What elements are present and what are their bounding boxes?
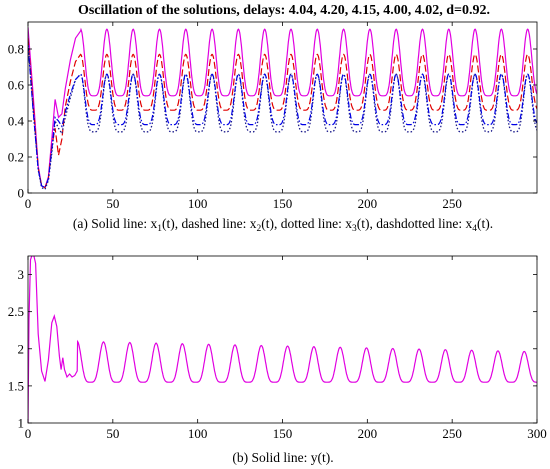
x-tick-label: 150 <box>273 426 293 441</box>
x-tick-label: 100 <box>188 196 208 211</box>
x-tick-label: 150 <box>273 196 293 211</box>
y-tick-label: 2 <box>18 341 25 356</box>
series-yt-line <box>28 256 537 423</box>
series-x4t-line <box>28 45 537 189</box>
panel-b-plot-area <box>28 256 537 423</box>
x-tick-label: 50 <box>106 426 119 441</box>
y-tick-label: 0.8 <box>8 42 24 57</box>
x-tick-label: 250 <box>442 426 462 441</box>
x-tick-label: 200 <box>358 196 378 211</box>
x-tick-label: 50 <box>106 196 119 211</box>
x-tick-label: 100 <box>188 426 208 441</box>
panel-b: 0 50 100 150 200 250 300 1 1.5 2 2.5 3 (b) Solid l… <box>8 255 547 465</box>
panel-a-axes-box <box>27 21 538 194</box>
y-tick-label: 1.5 <box>8 378 24 393</box>
panel-a-plot-area <box>28 27 537 191</box>
panel-a-caption: (a) Solid line: x1(t), dashed line: x2(t… <box>73 216 493 234</box>
y-tick-label: 3 <box>18 267 25 282</box>
panel-a-x-ticks: 0 50 100 150 200 250 <box>25 22 462 211</box>
y-tick-label: 2.5 <box>8 304 24 319</box>
chart-title: Oscillation of the solutions, delays: 4.… <box>78 3 490 18</box>
x-tick-label: 200 <box>358 426 378 441</box>
panel-a-y-ticks: 0 0.2 0.4 0.6 0.8 <box>8 42 537 201</box>
y-tick-label: 0.4 <box>8 114 25 129</box>
x-tick-label: 0 <box>25 196 32 211</box>
y-tick-label: 0.2 <box>8 150 24 165</box>
series-x2t-line <box>28 38 537 189</box>
x-tick-label: 0 <box>25 426 32 441</box>
x-tick-label: 300 <box>527 426 547 441</box>
x-tick-label: 250 <box>442 196 462 211</box>
series-x1t-line <box>28 27 537 189</box>
y-tick-label: 1 <box>18 416 25 431</box>
y-tick-label: 0 <box>18 186 25 201</box>
panel-b-axes-box <box>27 255 538 424</box>
panel-b-x-ticks: 0 50 100 150 200 250 300 <box>25 256 547 441</box>
panel-b-y-ticks: 1 1.5 2 2.5 3 <box>8 267 537 431</box>
panel-a: 0 50 100 150 200 250 0 0.2 0.4 0.6 0.8 (a) Solid … <box>8 21 538 234</box>
y-tick-label: 0.6 <box>8 78 25 93</box>
panel-b-caption: (b) Solid line: y(t). <box>232 450 333 465</box>
